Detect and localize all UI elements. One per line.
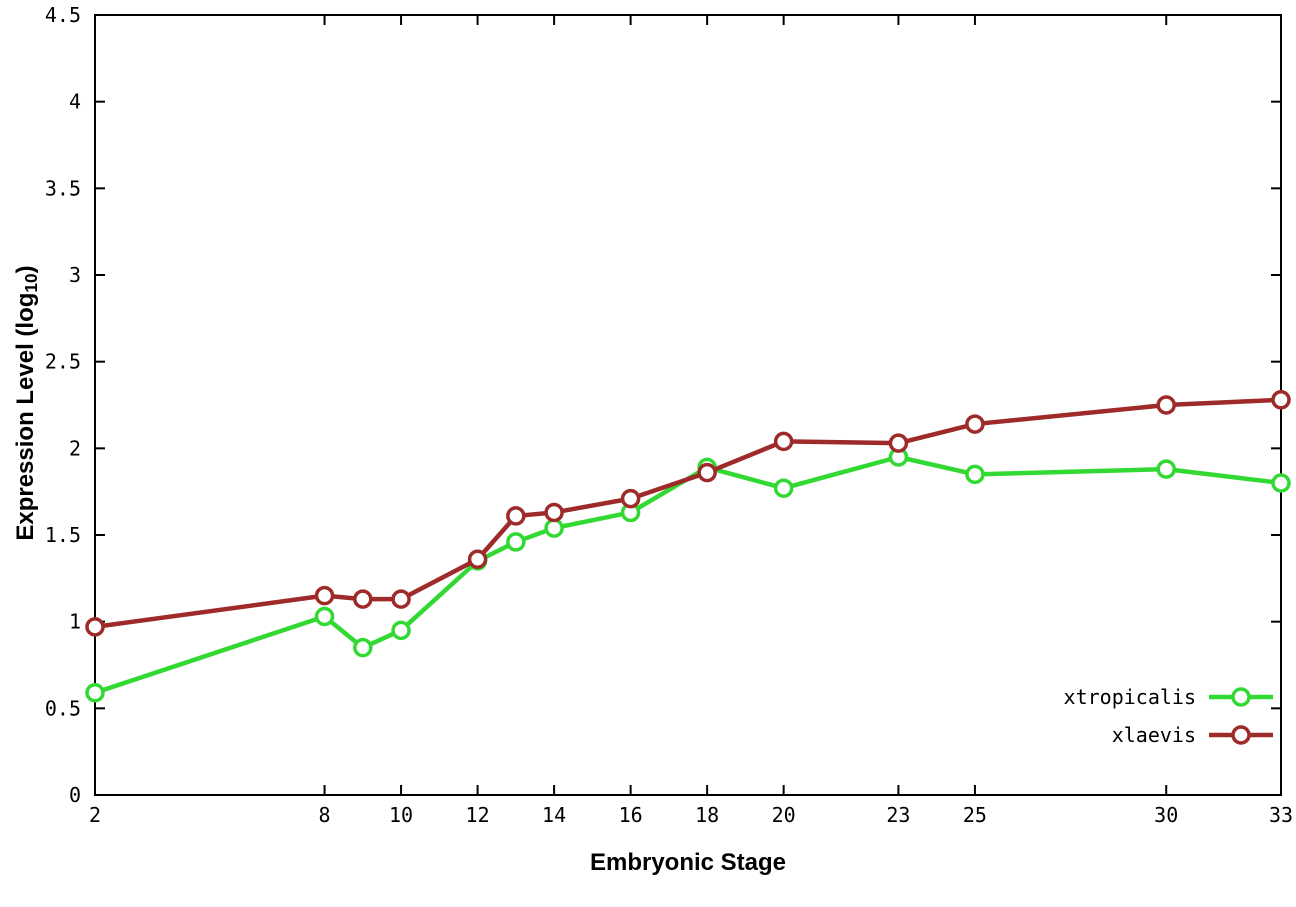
legend-label-xtropicalis: xtropicalis [1064,685,1196,709]
y-axis-title: Expression Level (log10) [9,153,43,653]
data-point-xtropicalis [391,620,411,641]
y-tick-label: 0.5 [45,696,81,720]
x-tick-label: 23 [886,803,910,827]
data-point-xlaevis [467,549,488,570]
x-axis-title: Embryonic Stage [589,849,787,876]
y-tick-label: 4 [69,90,81,114]
x-tick-label: 25 [963,803,987,827]
legend-marker-xlaevis [1231,725,1251,745]
x-tick-label: 8 [319,803,331,827]
x-tick-label: 18 [695,803,719,827]
data-point-xtropicalis [544,518,564,538]
x-tick-label: 14 [542,803,566,827]
plot-border [94,14,1282,796]
legend: xtropicalis xlaevis [1064,685,1273,747]
x-tick-label: 16 [619,803,643,827]
data-point-xlaevis [353,589,373,609]
data-point-xtropicalis [773,478,794,498]
y-tick-label: 1 [69,610,81,634]
data-point-xlaevis [391,589,411,609]
y-tick-label: 2.5 [45,350,81,374]
y-tick-label: 3 [69,263,81,287]
series-line-xtropicalis [92,454,1284,695]
y-axis-title-text: Expression Level (log [12,292,39,541]
data-point-xtropicalis [314,606,335,627]
data-point-xlaevis [506,506,526,526]
data-point-xlaevis [620,488,641,509]
x-tick-label: 12 [466,803,490,827]
data-point-xtropicalis [506,532,526,552]
data-point-xlaevis [314,585,335,606]
x-tick-label: 20 [772,803,796,827]
series-line-xlaevis [92,397,1284,630]
y-tick-label: 3.5 [45,176,81,200]
data-point-xtropicalis [353,637,373,658]
data-point-xtropicalis [85,682,105,703]
legend-label-xlaevis: xlaevis [1112,723,1196,747]
y-tick-label: 4.5 [45,3,81,27]
data-point-xtropicalis [1271,473,1291,493]
y-tick-label: 1.5 [45,523,81,547]
axes: 2 8 10 12 14 16 18 20 23 25 30 33 0 0.5 1 1.5 2 2.5 3 3.5 4 4… [45,3,1293,827]
data-point-xlaevis [1271,390,1291,410]
data-point-xlaevis [697,462,717,483]
data-point-xlaevis [544,502,564,523]
data-point-xlaevis [888,433,909,453]
x-tick-label: 30 [1154,803,1178,827]
x-tick-label: 33 [1269,803,1293,827]
legend-marker-xtropicalis [1231,687,1251,707]
y-tick-label: 0 [69,783,81,807]
data-point-xlaevis [85,617,105,637]
data-point-xlaevis [965,414,985,434]
x-tick-label: 2 [89,803,101,827]
data-point-xlaevis [1156,395,1176,415]
series-group [85,390,1291,703]
y-axis-title-subscript: 10 [21,273,42,293]
data-point-xtropicalis [965,464,985,485]
data-point-xlaevis [773,431,794,452]
data-point-xtropicalis [1156,459,1176,479]
x-tick-label: 10 [389,803,413,827]
y-tick-label: 2 [69,436,81,460]
